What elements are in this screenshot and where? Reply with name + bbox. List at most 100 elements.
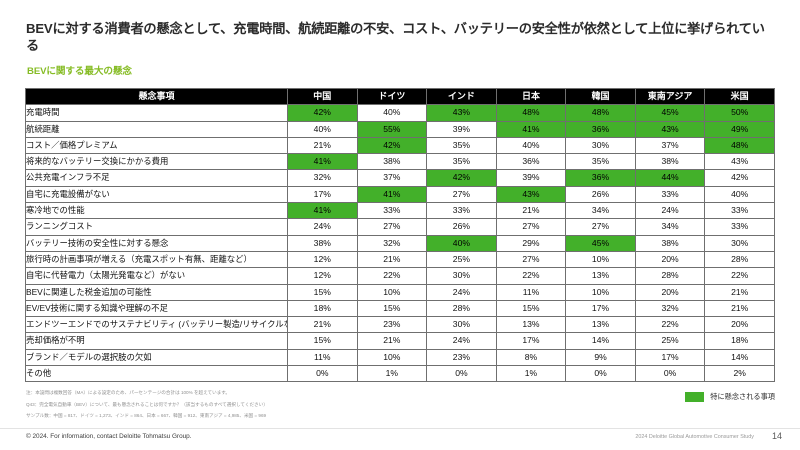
table-cell: 24% (287, 218, 358, 236)
table-row: その他 0% 1% 0% 1% 0% 0% 2% (25, 365, 775, 383)
legend-label: 特に懸念される事項 (710, 392, 775, 401)
table-cell: 21% (356, 250, 428, 269)
page-title: BEVに対する消費者の懸念として、充電時間、航続距離の不安、コスト、バッテリーの… (26, 21, 765, 54)
table-cell: 21% (356, 332, 428, 350)
table-cell: 12% (287, 267, 358, 285)
table-cell: 41% (495, 120, 567, 138)
table-cell: 43% (634, 120, 706, 138)
table-cell: 35% (426, 136, 497, 155)
table-cell: 39% (426, 120, 497, 138)
row-label: 航続距離 (25, 120, 288, 138)
table-cell: 28% (426, 299, 497, 318)
row-label: ランニングコスト (25, 218, 288, 236)
table-cell: 41% (356, 185, 428, 204)
row-label: その他 (25, 365, 288, 383)
table-row: 充電時間 42% 40% 43% 48% 48% 45% 50% (25, 104, 775, 122)
table-cell: 2% (704, 365, 775, 383)
row-label: エンドツーエンドでのサステナビリティ (バッテリー製造/リサイクルなど) (25, 316, 288, 334)
footnote-line: Q43：完全電気自動車（BEV）について、最も懸念されることは何ですか？（該当す… (26, 401, 268, 407)
table-cell: 11% (287, 348, 358, 367)
legend-swatch-icon (685, 392, 705, 402)
table-cell: 48% (495, 104, 567, 122)
table-cell: 10% (565, 283, 636, 301)
table-cell: 43% (704, 153, 775, 171)
table-row: コスト／価格プレミアム 21% 42% 35% 40% 30% 37% 48% (25, 136, 775, 155)
table-cell: 38% (634, 153, 706, 171)
table-header-row: 懸念事項 中国 ドイツ インド 日本 韓国 東南アジア 米国 (25, 87, 775, 106)
table-row: ブランド／モデルの選択肢の欠如 11% 10% 23% 8% 9% 17% 14% (25, 348, 775, 367)
table-cell: 1% (495, 365, 567, 383)
table-cell: 22% (634, 316, 706, 334)
row-label: ブランド／モデルの選択肢の欠如 (25, 348, 288, 367)
table-cell: 17% (565, 299, 636, 318)
column-header-concern: 懸念事項 (25, 87, 288, 106)
table-cell: 42% (356, 136, 428, 155)
table-cell: 39% (495, 169, 567, 187)
table-cell: 40% (356, 104, 428, 122)
table-cell: 20% (634, 283, 706, 301)
table-cell: 43% (426, 104, 497, 122)
row-label: 充電時間 (25, 104, 288, 122)
table-cell: 44% (634, 169, 706, 187)
table-cell: 22% (704, 267, 775, 285)
column-header-usa: 米国 (704, 87, 775, 106)
table-cell: 32% (287, 169, 358, 187)
table-cell: 26% (426, 218, 497, 236)
table-row: 旅行時の計画事項が増える（充電スポット有無、距離など） 12% 21% 25% 27% 1… (25, 250, 775, 269)
table-cell: 15% (356, 299, 428, 318)
table-cell: 34% (565, 202, 636, 220)
table-cell: 20% (704, 316, 775, 334)
table-row: 売却価格が不明 15% 21% 24% 17% 14% 25% 18% (25, 332, 775, 350)
table-cell: 27% (495, 218, 567, 236)
footnote-line: 注：本設問は複数回答（MA）による設定のため、パーセンテージの合計は 100% … (26, 390, 231, 395)
table-cell: 48% (565, 104, 636, 122)
table-cell: 13% (495, 316, 567, 334)
table-cell: 24% (426, 332, 497, 350)
table-cell: 23% (426, 348, 497, 367)
table-cell: 38% (634, 234, 706, 252)
table-header: 懸念事項 中国 ドイツ インド 日本 韓国 東南アジア 米国 (25, 87, 775, 106)
table-cell: 0% (565, 365, 636, 383)
row-label: 売却価格が不明 (25, 332, 288, 350)
table-cell: 32% (634, 299, 706, 318)
table-cell: 25% (426, 250, 497, 269)
table-cell: 36% (495, 153, 567, 171)
table-cell: 25% (634, 332, 706, 350)
table-cell: 28% (704, 250, 775, 269)
table-cell: 42% (287, 104, 358, 122)
table-cell: 42% (704, 169, 775, 187)
table-cell: 34% (634, 218, 706, 236)
table-cell: 14% (704, 348, 775, 367)
footer-study-name: 2024 Deloitte Global Automotive Consumer… (635, 434, 754, 440)
table-cell: 27% (356, 218, 428, 236)
table-cell: 45% (634, 104, 706, 122)
table-cell: 20% (634, 250, 706, 269)
column-header-india: インド (426, 87, 497, 106)
table-cell: 22% (495, 267, 567, 285)
table-cell: 22% (356, 267, 428, 285)
table-cell: 21% (704, 283, 775, 301)
table-cell: 8% (495, 348, 567, 367)
table-cell: 10% (356, 283, 428, 301)
row-label: BEVに関連した税金追加の可能性 (25, 283, 288, 301)
table-cell: 26% (565, 185, 636, 204)
table-cell: 33% (704, 218, 775, 236)
table-row: 寒冷地での性能 41% 33% 33% 21% 34% 24% 33% (25, 202, 775, 220)
table-cell: 27% (426, 185, 497, 204)
footer-copyright: © 2024. For information, contact Deloitt… (26, 433, 192, 440)
footnotes: 注：本設問は複数回答（MA）による設定のため、パーセンテージの合計は 100% … (26, 387, 268, 422)
table-row: 公共充電インフラ不足 32% 37% 42% 39% 36% 44% 42% (25, 169, 775, 187)
table-cell: 15% (495, 299, 567, 318)
table-cell: 13% (565, 267, 636, 285)
footer-divider (0, 428, 800, 429)
table-cell: 36% (565, 169, 636, 187)
table-cell: 33% (634, 185, 706, 204)
table-cell: 55% (356, 120, 428, 138)
table-row: 自宅に代替電力（太陽光発電など）がない 12% 22% 30% 22% 13% 28% 22% (25, 267, 775, 285)
table-cell: 17% (495, 332, 567, 350)
table-cell: 33% (704, 202, 775, 220)
table-row: ランニングコスト 24% 27% 26% 27% 27% 34% 33% (25, 218, 775, 236)
table-cell: 18% (704, 332, 775, 350)
table-cell: 0% (287, 365, 358, 383)
